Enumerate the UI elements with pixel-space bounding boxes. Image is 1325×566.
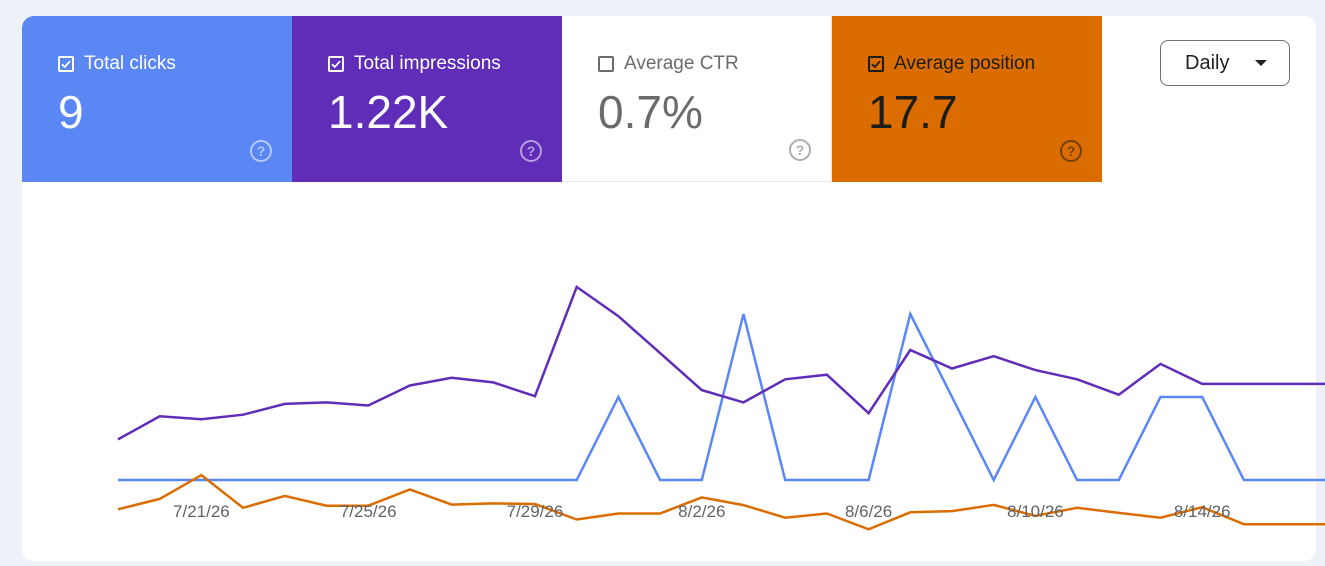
metric-card-header: Average CTR — [598, 52, 831, 76]
metric-card-total-clicks[interactable]: Total clicks 9 ? — [22, 16, 292, 182]
performance-panel: Total clicks 9 ? Total impressions 1.22K… — [22, 16, 1316, 561]
metric-card-header: Average position — [868, 52, 1102, 76]
metric-label: Total impressions — [354, 53, 501, 74]
metric-card-total-impressions[interactable]: Total impressions 1.22K ? — [292, 16, 562, 182]
help-icon[interactable]: ? — [789, 139, 811, 161]
checkbox-icon[interactable] — [868, 56, 884, 72]
checkbox-icon[interactable] — [58, 56, 74, 72]
metric-value: 1.22K — [328, 86, 449, 138]
x-tick-label: 8/14/26 — [1174, 502, 1231, 521]
period-dropdown-label: Daily — [1185, 51, 1230, 74]
checkbox-icon[interactable] — [328, 56, 344, 72]
help-icon[interactable]: ? — [250, 140, 272, 162]
x-tick-label: 8/6/26 — [845, 502, 892, 521]
metric-card-header: Total impressions — [328, 52, 562, 76]
metric-label: Average CTR — [624, 53, 739, 74]
series-line-total-impressions — [117, 284, 1325, 441]
series-line-average-position — [117, 473, 1325, 531]
metric-value: 17.7 — [868, 86, 958, 138]
metric-card-average-position[interactable]: Average position 17.7 ? — [832, 16, 1102, 182]
x-tick-label: 8/2/26 — [678, 502, 725, 521]
metric-cards: Total clicks 9 ? Total impressions 1.22K… — [22, 16, 1102, 182]
metric-label: Average position — [894, 53, 1036, 74]
metric-card-average-ctr[interactable]: Average CTR 0.7% ? — [562, 16, 832, 182]
x-tick-label: 7/29/26 — [507, 502, 564, 521]
x-tick-label: 8/10/26 — [1007, 502, 1064, 521]
x-tick-label: 7/21/26 — [173, 502, 230, 521]
help-icon[interactable]: ? — [1060, 140, 1082, 162]
metric-value: 9 — [58, 86, 84, 138]
metric-label: Total clicks — [84, 53, 176, 74]
dropdown-arrow-icon — [1255, 60, 1267, 66]
checkbox-icon[interactable] — [598, 56, 614, 72]
help-icon[interactable]: ? — [520, 140, 542, 162]
metric-card-header: Total clicks — [58, 52, 292, 76]
x-tick-label: 7/25/26 — [340, 502, 397, 521]
metric-value: 0.7% — [598, 86, 703, 138]
period-dropdown[interactable]: Daily — [1160, 40, 1290, 86]
